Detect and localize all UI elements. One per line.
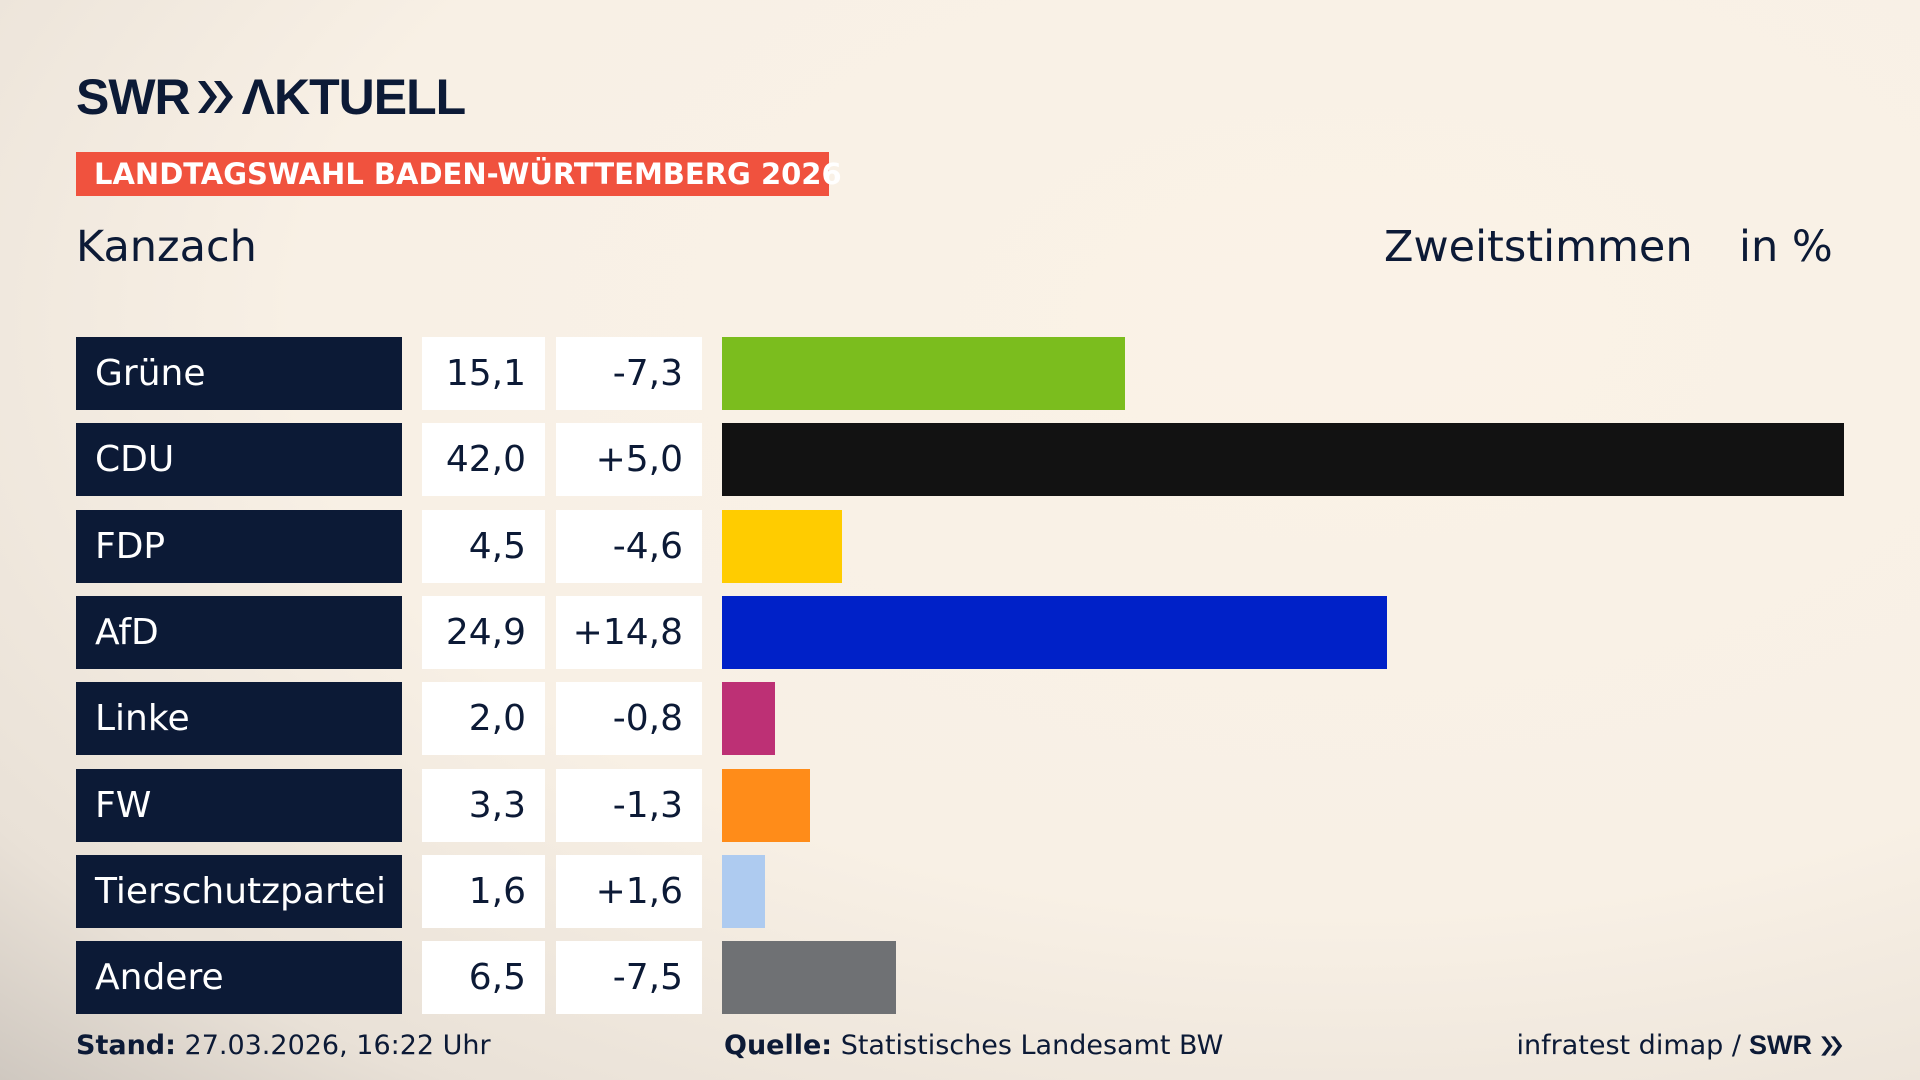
party-bar [722, 337, 1126, 410]
stand-label: Stand: [76, 1030, 176, 1061]
double-chevron-icon [1821, 1035, 1843, 1056]
party-label: Tierschutzpartei [76, 854, 402, 928]
party-label: Linke [76, 682, 402, 756]
party-diff: +1,6 [556, 854, 702, 928]
vote-type: Zweitstimmen [1384, 222, 1693, 272]
logo-swr: SWR [76, 69, 191, 125]
party-label: FDP [76, 509, 402, 583]
party-bar [722, 682, 776, 756]
party-diff: +5,0 [556, 423, 702, 497]
party-value: 24,9 [422, 595, 545, 669]
party-row: CDU 42,0 +5,0 [0, 423, 1920, 497]
party-row: Linke 2,0 -0,8 [0, 682, 1920, 756]
source: Quelle: Statistisches Landesamt BW [724, 1030, 1223, 1061]
party-value: 3,3 [422, 768, 545, 842]
party-value: 15,1 [422, 337, 545, 410]
party-bar [722, 941, 896, 1015]
swr-aktuell-logo: SWR ΛKTUELL [76, 68, 467, 126]
party-diff: -7,3 [556, 337, 702, 410]
party-diff: -1,3 [556, 768, 702, 842]
party-bar [722, 423, 1844, 497]
party-label: Grüne [76, 337, 402, 410]
party-diff: -7,5 [556, 941, 702, 1015]
party-label: AfD [76, 595, 402, 669]
party-bar [722, 854, 765, 928]
party-row: Grüne 15,1 -7,3 [0, 337, 1920, 410]
timestamp: Stand: 27.03.2026, 16:22 Uhr [76, 1030, 491, 1061]
credit-text: infratest dimap / [1516, 1030, 1741, 1061]
party-row: Tierschutzpartei 1,6 +1,6 [0, 854, 1920, 928]
double-chevron-icon [197, 81, 233, 113]
place-name: Kanzach [76, 222, 257, 272]
source-label: Quelle: [724, 1030, 833, 1061]
party-value: 4,5 [422, 509, 545, 583]
party-diff: -0,8 [556, 682, 702, 756]
logo-aktuell: ΛKTUELL [241, 69, 467, 125]
party-bar [722, 595, 1388, 669]
party-value: 6,5 [422, 941, 545, 1015]
party-label: Andere [76, 941, 402, 1015]
party-bar [722, 768, 811, 842]
party-row: Andere 6,5 -7,5 [0, 941, 1920, 1015]
party-row: AfD 24,9 +14,8 [0, 595, 1920, 669]
unit-label: in % [1739, 222, 1833, 272]
party-row: FW 3,3 -1,3 [0, 768, 1920, 842]
party-diff: +14,8 [556, 595, 702, 669]
party-label: FW [76, 768, 402, 842]
source-value: Statistisches Landesamt BW [840, 1030, 1224, 1061]
party-diff: -4,6 [556, 509, 702, 583]
party-row: FDP 4,5 -4,6 [0, 509, 1920, 583]
stand-value: 27.03.2026, 16:22 Uhr [184, 1030, 491, 1061]
credit-swr-logo: SWR [1749, 1030, 1812, 1060]
party-label: CDU [76, 423, 402, 497]
credit: infratest dimap / SWR [1516, 1030, 1844, 1061]
party-value: 42,0 [422, 423, 545, 497]
party-bar [722, 509, 843, 583]
party-value: 2,0 [422, 682, 545, 756]
election-banner: LANDTAGSWAHL BADEN-WÜRTTEMBERG 2026 [76, 152, 842, 196]
party-value: 1,6 [422, 854, 545, 928]
